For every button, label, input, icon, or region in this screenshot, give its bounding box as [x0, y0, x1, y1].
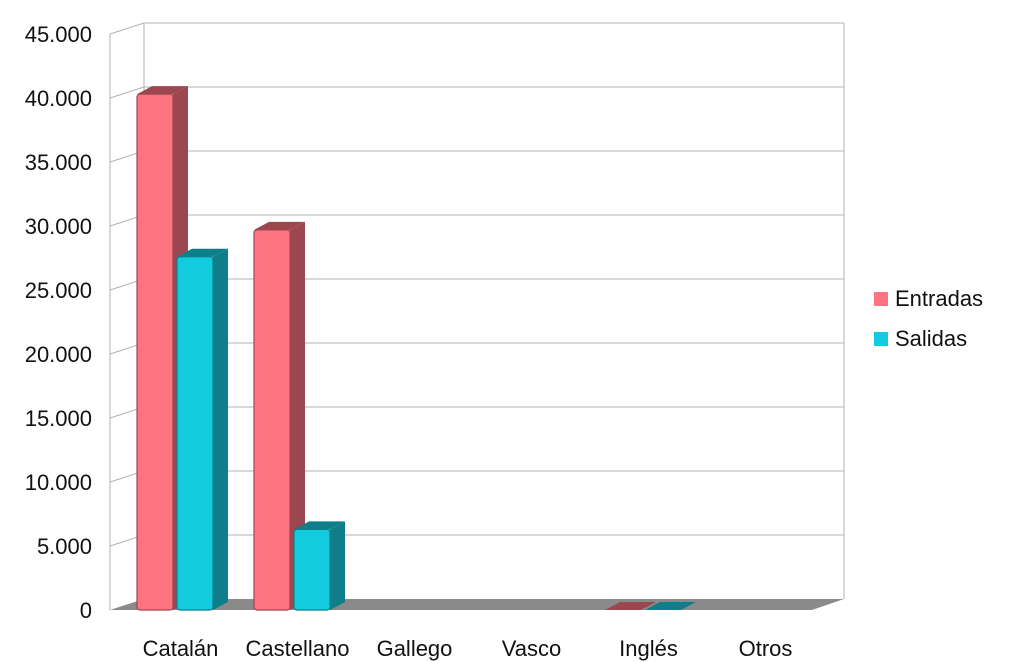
y-tick-label: 25.000 — [25, 278, 92, 303]
x-tick-label: Catalán — [143, 636, 219, 661]
y-tick-label: 5.000 — [37, 534, 92, 559]
x-tick-label: Inglés — [619, 636, 678, 661]
bar — [293, 521, 345, 611]
bar — [176, 248, 228, 611]
bar-front-face — [293, 528, 331, 611]
bar-top-face — [177, 248, 228, 257]
bar-flat-marker — [605, 602, 656, 610]
x-tick-label: Vasco — [502, 636, 562, 661]
bar-front-face — [253, 229, 291, 611]
y-tick-label: 40.000 — [25, 86, 92, 111]
bar-side-face — [330, 521, 345, 610]
gridline-side — [109, 22, 145, 35]
y-tick-label: 20.000 — [25, 342, 92, 367]
bars — [136, 86, 696, 611]
y-axis-ticks: 0 5.000 10.000 15.000 20.000 25.000 30.000 35.0… — [25, 22, 92, 623]
y-tick-label: 30.000 — [25, 214, 92, 239]
legend-swatch — [874, 292, 888, 306]
x-axis-ticks: Catalán Castellano Gallego Vasco Inglés Otros — [143, 636, 793, 661]
bar-top-face — [254, 221, 305, 230]
y-tick-label: 0 — [80, 598, 92, 623]
bar-side-face — [213, 248, 228, 610]
gridline-side — [109, 86, 145, 99]
x-tick-label: Gallego — [377, 636, 453, 661]
bar-top-face — [137, 86, 188, 95]
bar-side-face — [290, 221, 305, 610]
legend: Entradas Salidas — [874, 286, 983, 351]
bar-front-face — [136, 93, 174, 611]
x-tick-label: Otros — [739, 636, 793, 661]
y-tick-label: 35.000 — [25, 150, 92, 175]
legend-label: Salidas — [895, 326, 967, 351]
y-tick-label: 15.000 — [25, 406, 92, 431]
x-tick-label: Castellano — [246, 636, 350, 661]
legend-swatch — [874, 332, 888, 346]
bar-flat-marker — [645, 602, 696, 610]
y-tick-label: 45.000 — [25, 22, 92, 47]
legend-label: Entradas — [895, 286, 983, 311]
bar — [253, 221, 305, 611]
bar-front-face — [176, 256, 214, 611]
y-tick-label: 10.000 — [25, 470, 92, 495]
bar-top-face — [294, 521, 345, 530]
